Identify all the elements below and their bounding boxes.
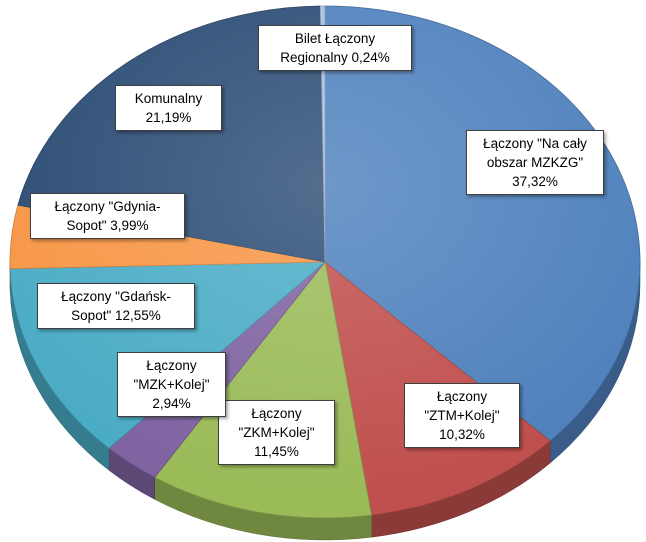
data-label: Bilet Łączony Regionalny 0,24% — [258, 25, 412, 71]
category-label: Łączony "Na cały obszar MZKZG" — [483, 136, 587, 170]
data-label: Łączony "ZKM+Kolej" 11,45% — [218, 400, 335, 465]
value-label: 37,32% — [512, 174, 558, 189]
value-label: 2,94% — [152, 396, 191, 411]
data-label: Łączony "Na cały obszar MZKZG" 37,32% — [466, 130, 604, 195]
value-label: 0,24% — [351, 50, 390, 65]
value-label: 10,32% — [439, 427, 485, 442]
category-label: Bilet Łączony Regionalny — [280, 31, 376, 65]
category-label: Komunalny — [134, 91, 203, 106]
category-label: Łączony "Gdańsk-Sopot" — [61, 289, 171, 323]
category-label: Łączony "ZKM+Kolej" — [238, 406, 315, 440]
category-label: Łączony "Gdynia-Sopot" — [54, 199, 161, 233]
value-label: 21,19% — [145, 110, 192, 125]
data-label: Łączony "Gdynia-Sopot" 3,99% — [30, 193, 185, 239]
value-label: 12,55% — [115, 308, 161, 323]
category-label: Łączony "MZK+Kolej" — [133, 358, 210, 392]
data-label: Łączony "Gdańsk-Sopot" 12,55% — [37, 283, 195, 329]
data-label: Łączony "MZK+Kolej" 2,94% — [117, 352, 226, 417]
data-label: Łączony "ZTM+Kolej" 10,32% — [404, 383, 520, 448]
value-label: 3,99% — [110, 218, 149, 233]
data-label: Komunalny 21,19% — [115, 85, 222, 131]
value-label: 11,45% — [254, 444, 299, 459]
category-label: Łączony "ZTM+Kolej" — [424, 389, 500, 423]
